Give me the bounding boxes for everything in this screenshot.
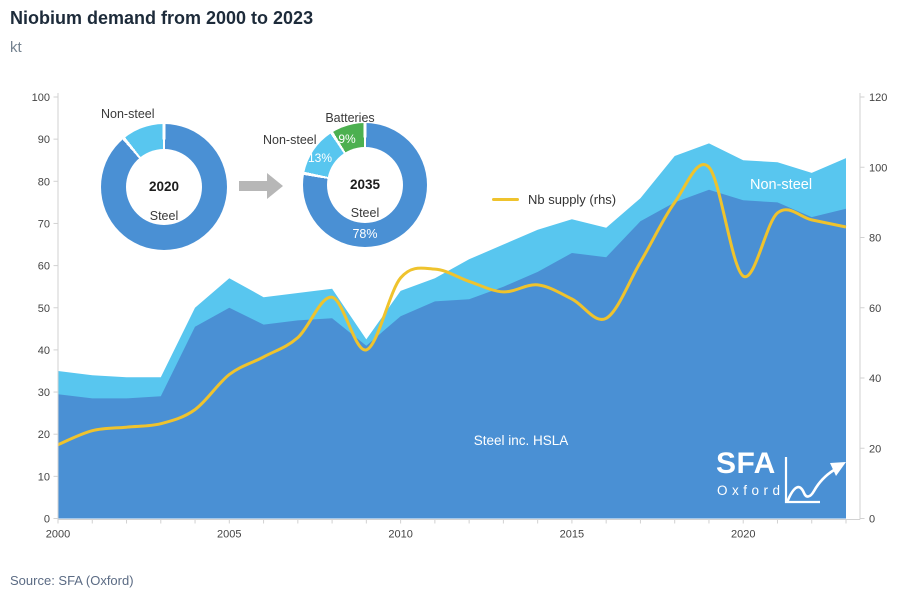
y-axis-left-tick-label: 60 [38, 261, 50, 273]
logo-growth-arrow-icon [784, 457, 846, 504]
x-axis-tick-label: 2015 [560, 529, 584, 541]
y-axis-left-tick-label: 0 [44, 514, 50, 526]
x-axis-tick-label: 2000 [46, 529, 70, 541]
y-axis-right-tick-label: 0 [869, 514, 875, 526]
y-axis-right-tick-label: 80 [869, 233, 881, 245]
supply-line-swatch [492, 197, 519, 202]
y-axis-left-tick-label: 10 [38, 471, 50, 483]
donut-2035-nonsteel-pct: 13% [307, 151, 333, 165]
y-axis-left-tick-label: 70 [38, 218, 50, 230]
page-title: Niobium demand from 2000 to 2023 [10, 8, 314, 28]
logo-title: SFA [716, 447, 776, 480]
arrow-head [267, 173, 283, 199]
non-steel-area-label: Non-steel [750, 177, 813, 193]
y-axis-left-tick-label: 30 [38, 387, 50, 399]
steel-area-label: Steel inc. HSLA [473, 433, 569, 448]
y-axis-left-tick-label: 100 [32, 92, 50, 104]
transition-arrow-icon [239, 173, 284, 199]
y-axis-left-tick-label: 50 [38, 303, 50, 315]
donut-2020-year-label: 2020 [148, 179, 180, 194]
tick-labels: 0 10 20 30 40 50 60 70 80 90 100 0 20 40 60 80 100 120 200… [32, 92, 888, 541]
y-axis-right-tick-label: 100 [869, 162, 887, 174]
donut-2020-steel-label: Steel [149, 209, 179, 223]
x-axis-tick-label: 2005 [217, 529, 241, 541]
donut-chart-2020 [101, 124, 227, 250]
donut-2035-batteries-label: Batteries [325, 111, 375, 125]
donut-2035-nonsteel-label: Non-steel [263, 133, 317, 147]
stacked-areas [58, 143, 846, 519]
source-caption: Source: SFA (Oxford) [10, 573, 134, 588]
nb-supply-line [57, 163, 847, 447]
steel-area [58, 189, 846, 519]
donut-2035-batteries-pct: 9% [338, 132, 356, 146]
y-axis-left-tick-label: 20 [38, 429, 50, 441]
donut-2035-steel-pct: 78% [352, 227, 378, 241]
donut-2035-steel-label: Steel [350, 206, 380, 220]
donut-chart-2035 [303, 123, 427, 247]
legend-label: Nb supply (rhs) [528, 192, 617, 207]
y-axis-right-tick-label: 20 [869, 443, 881, 455]
arrow-shaft [239, 181, 267, 191]
y-axis-right-tick-label: 40 [869, 373, 881, 385]
y-axis-right-tick-label: 120 [869, 92, 887, 104]
donut-hole [327, 147, 403, 223]
donut-2035-year-label: 2035 [349, 177, 381, 192]
y-axis-left-tick-label: 80 [38, 176, 50, 188]
legend: Nb supply (rhs) [492, 192, 616, 207]
sfa-oxford-logo: SFA Oxford [712, 447, 854, 509]
x-axis-tick-label: 2010 [388, 529, 412, 541]
y-axis-left-tick-label: 40 [38, 345, 50, 357]
tick-marks [53, 96, 865, 524]
logo-subtitle: Oxford [717, 483, 785, 498]
y-axis-left-tick-label: 90 [38, 134, 50, 146]
donut-2020-nonsteel-label: Non-steel [101, 107, 155, 121]
axis-unit-label: kt [10, 39, 22, 56]
donut-hole [126, 149, 202, 225]
y-axis-right-tick-label: 60 [869, 303, 881, 315]
x-axis-tick-label: 2020 [731, 529, 755, 541]
